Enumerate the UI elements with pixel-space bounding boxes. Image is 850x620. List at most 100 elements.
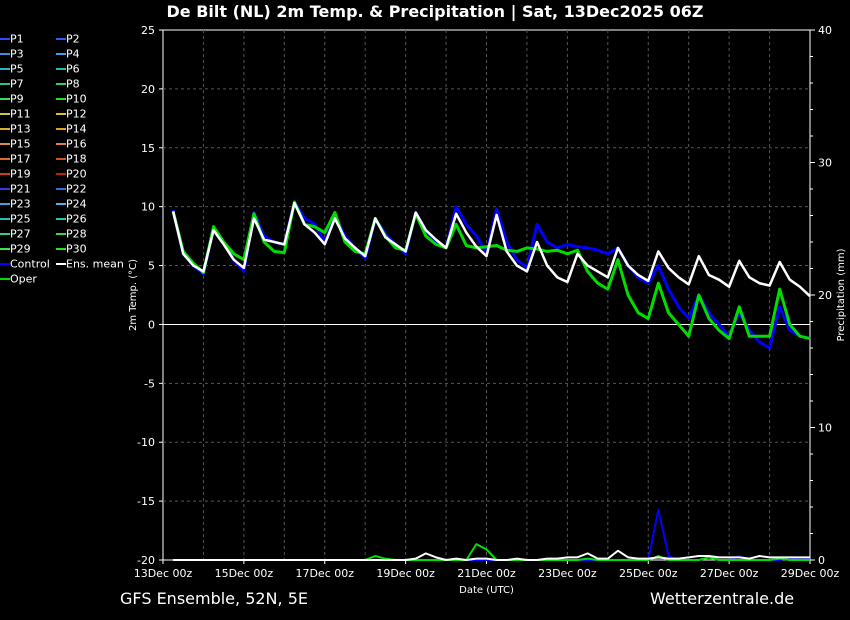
legend-item: P9 [0,91,24,106]
y-tick-label: 25 [141,24,155,37]
legend-item: P25 [0,211,31,226]
y-tick-label: -15 [137,495,155,508]
series-line-temp-oper [171,200,811,341]
legend-label: P24 [66,197,87,211]
y-axis-title: 2m Temp. (°C) [128,259,139,331]
legend-item: P3 [0,46,24,61]
legend-item: P27 [0,226,31,241]
y2-axis-title: Precipitation (mm) [836,248,847,341]
legend-item: P2 [56,31,80,46]
legend-item: Ens. mean [56,256,124,271]
legend-item: P6 [56,61,80,76]
legend-item: P22 [56,181,87,196]
legend-swatch [56,53,66,55]
y2-tick-label: 30 [818,157,832,170]
legend-swatch [56,98,66,100]
legend-item: P12 [56,106,87,121]
legend-swatch [56,143,66,145]
legend-label: Ens. mean [66,257,124,271]
legend-swatch [0,158,10,160]
y2-tick-label: 20 [818,289,832,302]
legend-label: P13 [10,122,31,136]
legend-swatch [56,38,66,40]
legend-item: P21 [0,181,31,196]
legend-label: P9 [10,92,24,106]
legend-label: P23 [10,197,31,211]
legend-label: Oper [10,272,37,286]
legend-swatch [0,83,10,85]
x-axis-title: Date (UTC) [459,585,514,596]
legend-label: P6 [66,62,80,76]
footer-site: Wetterzentrale.de [650,589,795,608]
legend-label: P10 [66,92,87,106]
legend-item: P14 [56,121,87,136]
x-tick-label: 15Dec 00z [215,567,274,580]
legend-swatch [0,173,10,175]
legend-label: P12 [66,107,87,121]
legend-swatch [0,98,10,100]
legend-swatch [0,113,10,115]
legend-swatch [56,113,66,115]
legend-swatch [0,143,10,145]
legend-label: P29 [10,242,31,256]
legend-swatch [56,218,66,220]
legend-label: Control [10,257,50,271]
legend-label: P2 [66,32,80,46]
legend-swatch [0,53,10,55]
legend-item: P18 [56,151,87,166]
legend-item: P20 [56,166,87,181]
legend-label: P27 [10,227,31,241]
legend-label: P7 [10,77,24,91]
legend-item: P8 [56,76,80,91]
legend-swatch [0,68,10,70]
legend-swatch [56,203,66,205]
legend-label: P11 [10,107,31,121]
legend-label: P16 [66,137,87,151]
legend-label: P19 [10,167,31,181]
legend-label: P17 [10,152,31,166]
legend-swatch [0,188,10,190]
x-tick-label: 21Dec 00z [457,567,516,580]
legend-item: P10 [56,91,87,106]
legend-label: P25 [10,212,31,226]
y2-tick-label: 0 [818,554,825,567]
x-tick-label: 25Dec 00z [619,567,678,580]
y-tick-label: 15 [141,142,155,155]
legend-swatch [56,68,66,70]
series-line-precip-ens-mean [173,549,810,561]
legend-item: P19 [0,166,31,181]
y-tick-label: -20 [137,554,155,567]
x-tick-label: 23Dec 00z [538,567,597,580]
y-tick-label: 20 [141,83,155,96]
legend-swatch [0,263,10,265]
legend-swatch [56,128,66,130]
legend-swatch [0,218,10,220]
legend-item: Oper [0,271,37,286]
legend-label: P1 [10,32,24,46]
legend-swatch [0,248,10,250]
legend-item: Control [0,256,50,271]
x-tick-label: 19Dec 00z [376,567,435,580]
legend-item: P4 [56,46,80,61]
legend-label: P15 [10,137,31,151]
chart-title: De Bilt (NL) 2m Temp. & Precipitation | … [166,2,704,21]
legend-swatch [56,248,66,250]
y2-tick-label: 10 [818,422,832,435]
legend-label: P21 [10,182,31,196]
legend-label: P20 [66,167,87,181]
y-tick-label: 5 [148,260,155,273]
legend-item: P23 [0,196,31,211]
legend-item: P16 [56,136,87,151]
legend-label: P14 [66,122,87,136]
legend-item: P29 [0,241,31,256]
legend-item: P7 [0,76,24,91]
legend-item: P1 [0,31,24,46]
legend-swatch [56,233,66,235]
x-tick-label: 27Dec 00z [700,567,759,580]
legend-swatch [0,38,10,40]
legend-label: P22 [66,182,87,196]
legend-label: P28 [66,227,87,241]
legend-swatch [0,203,10,205]
